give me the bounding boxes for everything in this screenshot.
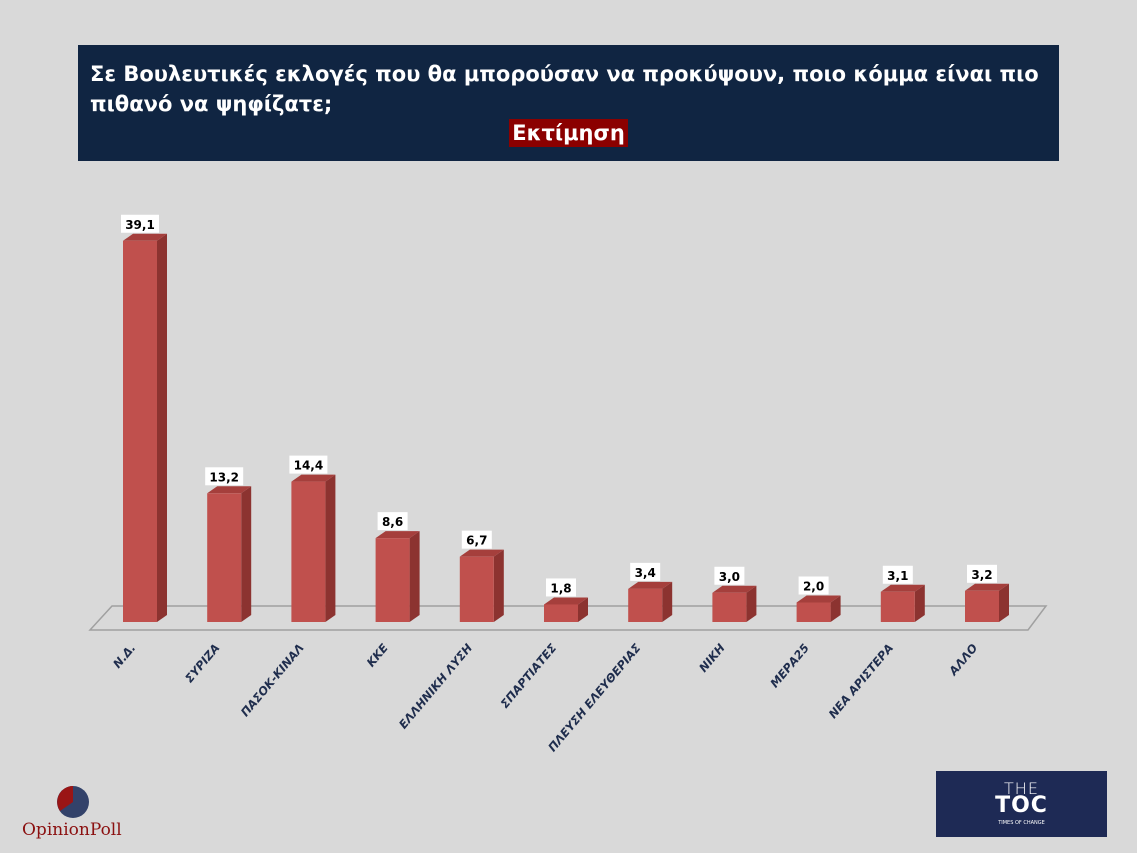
bar (796, 602, 831, 622)
bar (123, 240, 157, 622)
data-label: 6,7 (466, 534, 487, 548)
data-label: 1,8 (550, 581, 571, 595)
bar-top (123, 233, 167, 241)
bar-side (241, 486, 252, 622)
data-label-box (546, 578, 576, 597)
bar-top (880, 584, 925, 592)
data-label: 13,2 (209, 470, 239, 484)
bar (375, 538, 410, 622)
category-label: ΝΙΚΗ (696, 641, 728, 675)
chart-subtitle: Εκτίμηση (509, 119, 628, 147)
data-label: 2,0 (803, 580, 824, 594)
opinionpoll-logo (57, 786, 89, 818)
category-label: ΝΕΑ ΑΡΙΣΤΕΡΑ (826, 641, 896, 721)
data-label-box (967, 564, 997, 583)
title-banner: Σε Βουλευτικές εκλογές που θα μπορούσαν … (78, 45, 1059, 161)
bar (207, 493, 242, 622)
data-label-box (377, 512, 408, 531)
data-label: 3,1 (887, 569, 908, 583)
bar-side (830, 595, 841, 622)
category-label: ΣΥΡΙΖΑ (182, 641, 222, 685)
data-label-box (289, 455, 328, 474)
bar-top (712, 585, 757, 593)
category-label: ΚΚΕ (364, 641, 391, 670)
bar-side (157, 233, 167, 622)
bar-top (628, 581, 673, 589)
bar-top (207, 486, 252, 494)
bar-top (291, 474, 336, 482)
bar (544, 604, 578, 622)
data-label-box (121, 214, 159, 233)
data-label-box (798, 576, 829, 595)
bar-side (746, 585, 757, 622)
bar-top (965, 583, 1009, 591)
bar (291, 481, 326, 622)
bar (965, 590, 999, 622)
data-label-box (714, 566, 745, 585)
data-label: 3,0 (719, 570, 740, 584)
opinionpoll-wordmark: OpinionPoll (22, 820, 122, 840)
bar-top (796, 595, 841, 603)
bar-side (493, 549, 504, 622)
thetoc-logo: THE TOC TIMES OF CHANGE (936, 771, 1107, 837)
bar-side (578, 597, 588, 622)
category-label: ΑΛΛΟ (945, 641, 980, 679)
bar-side (325, 474, 336, 622)
bar-side (662, 581, 673, 622)
data-label-box (630, 562, 661, 581)
chart-title: Σε Βουλευτικές εκλογές που θα μπορούσαν … (90, 62, 1039, 116)
category-label: ΠΑΣΟΚ-ΚΙΝΑΛ (238, 641, 307, 719)
bar (459, 556, 494, 622)
bar (880, 591, 915, 622)
bar-side (914, 584, 925, 622)
bar-side (409, 531, 420, 622)
category-label: Ν.Δ. (110, 641, 138, 671)
data-label-box (205, 467, 244, 486)
bar-top (544, 597, 588, 605)
data-label: 8,6 (382, 515, 403, 529)
category-label: ΠΛΕΥΣΗ ΕΛΕΥΘΕΡΙΑΣ (545, 641, 643, 754)
data-label-box (882, 565, 913, 584)
data-label: 3,4 (635, 566, 656, 580)
bar-top (375, 531, 420, 539)
data-label: 3,2 (971, 568, 992, 582)
bar (712, 592, 747, 622)
data-label-box (461, 530, 492, 549)
bar-side (999, 583, 1009, 622)
bar (628, 588, 663, 622)
data-label: 14,4 (294, 459, 324, 473)
category-label: ΕΛΛΗΝΙΚΗ ΛΥΣΗ (396, 641, 475, 732)
category-label: ΜΕΡΑ25 (767, 641, 812, 690)
bar-top (459, 549, 504, 557)
category-label: ΣΠΑΡΤΙΑΤΕΣ (498, 641, 560, 711)
data-label: 39,1 (125, 218, 155, 232)
